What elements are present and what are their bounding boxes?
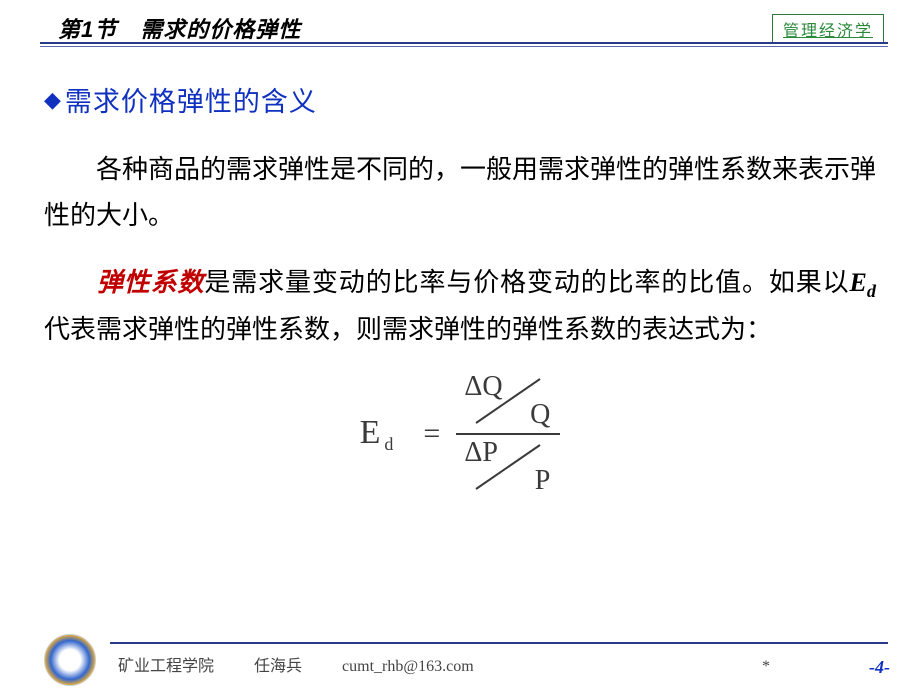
footer-star: * [762, 658, 770, 676]
footer-rule [110, 642, 888, 644]
Q: Q [530, 399, 550, 431]
footer-school: 矿业工程学院 [118, 658, 214, 675]
footer-author: 任海兵 [254, 658, 302, 675]
formula-E: E [360, 414, 381, 451]
paragraph-2: 弹性系数是需求量变动的比率与价格变动的比率的比值。如果以Ed 代表需求弹性的弹性系… [44, 260, 876, 354]
footer-email: cumt_rhb@163.com [342, 658, 474, 675]
page-number: -4- [869, 657, 890, 678]
slide-content: ◆ 需求价格弹性的含义 各种商品的需求弹性是不同的，一般用需求弹性的弹性系数来表… [44, 80, 876, 495]
section-title: 第1节 需求的价格弹性 [58, 12, 301, 44]
header-rule-thick [40, 42, 888, 44]
var-E: E [850, 268, 867, 297]
paragraph-1: 各种商品的需求弹性是不同的，一般用需求弹性的弹性系数来表示弹性的大小。 [44, 147, 876, 240]
P: P [535, 465, 551, 497]
para2-part-b: 代表需求弹性的弹性系数，则需求弹性的弹性系数的表达式为： [44, 315, 772, 344]
para2-part-a: 是需求量变动的比率与价格变动的比率的比值。如果以 [204, 268, 849, 297]
fraction-bar [456, 433, 560, 435]
formula-lhs: Ed [360, 414, 394, 455]
slide-footer: 矿业工程学院 任海兵 cumt_rhb@163.com * -4- [0, 630, 920, 690]
var-E-sub: d [867, 281, 876, 301]
equals-sign: = [423, 417, 440, 451]
slide-header: 第1节 需求的价格弹性 管理经济学 [0, 0, 920, 46]
formula-container: Ed = ΔQ Q ΔP P [44, 373, 876, 495]
main-fraction: ΔQ Q ΔP P [456, 373, 560, 495]
subheading: 需求价格弹性的含义 [65, 80, 317, 119]
footer-text: 矿业工程学院 任海兵 cumt_rhb@163.com [118, 652, 474, 676]
header-rule-thin [40, 46, 888, 47]
school-logo-icon [44, 634, 96, 686]
top-diag-fraction: ΔQ Q [458, 373, 558, 429]
diamond-bullet-icon: ◆ [44, 87, 61, 113]
elasticity-formula: Ed = ΔQ Q ΔP P [360, 373, 561, 495]
subheading-row: ◆ 需求价格弹性的含义 [44, 80, 876, 119]
slide: 第1节 需求的价格弹性 管理经济学 ◆ 需求价格弹性的含义 各种商品的需求弹性是… [0, 0, 920, 690]
keyword-elasticity: 弹性系数 [96, 268, 204, 297]
subject-box: 管理经济学 [772, 14, 884, 44]
bot-diag-fraction: ΔP P [458, 439, 558, 495]
formula-d: d [384, 434, 393, 454]
